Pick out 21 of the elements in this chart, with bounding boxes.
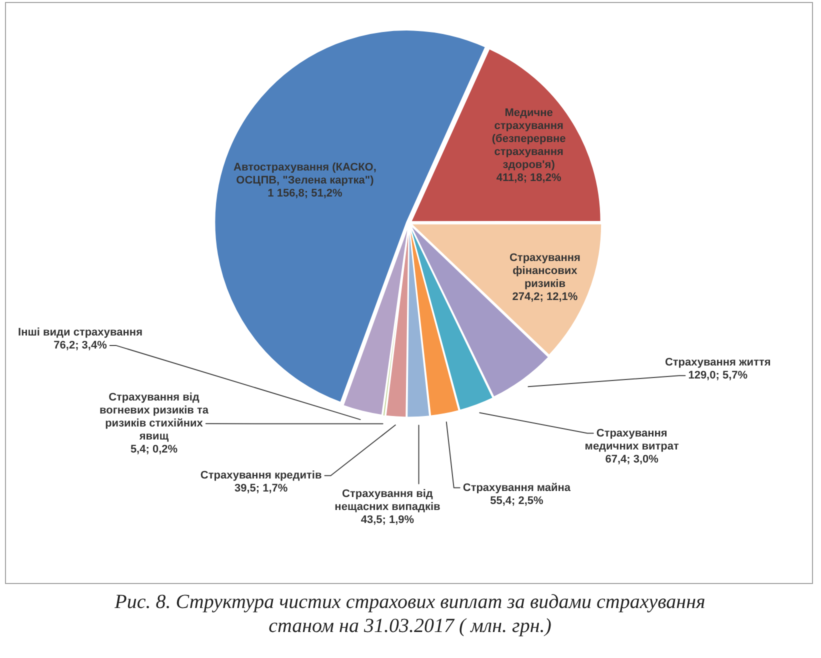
data-label: 5,4; 0,2% — [130, 444, 178, 456]
slice-label: Страхування від нещасних випадків — [334, 488, 441, 513]
data-label: 129,0; 5,7% — [688, 370, 748, 382]
slice-label: Страхування медичних витрат — [584, 427, 680, 452]
slice-label: Страхування від вогневих ризиків та ризиків стихійних явищ — [100, 392, 210, 443]
slice-label: Страхування кредитів — [200, 470, 322, 482]
slice-label: Страхування майна — [462, 482, 572, 494]
text: Рис. 8. Структура чистих страхових виплат за видами страхування станом на 31.03.2017 ( млн. грн.) — [114, 590, 706, 638]
data-label: 39,5; 1,7% — [234, 482, 288, 495]
slice-label: Медичне страхування (безперервне страхування здоров'я) — [492, 107, 566, 172]
slice-label: Автострахування (КАСКО, ОСЦПВ, "Зелена картка") — [234, 162, 376, 187]
data-label: 43,5; 1,9% — [360, 514, 414, 526]
data-label: 411,8; 18,2% — [496, 172, 562, 184]
data-label: 274,2; 12,1% — [512, 290, 578, 303]
slice-label: Страхування життя — [664, 356, 771, 369]
data-label: 67,4; 3,0% — [605, 453, 659, 466]
slice-label: Страхування фінансових ризиків — [509, 252, 580, 290]
slice-label: Інші види страхування — [18, 326, 142, 338]
data-label: 76,2; 3,4% — [54, 339, 108, 352]
data-label: 1 156,8; 51,2% — [268, 188, 342, 200]
data-label: 55,4; 2,5% — [490, 494, 544, 507]
